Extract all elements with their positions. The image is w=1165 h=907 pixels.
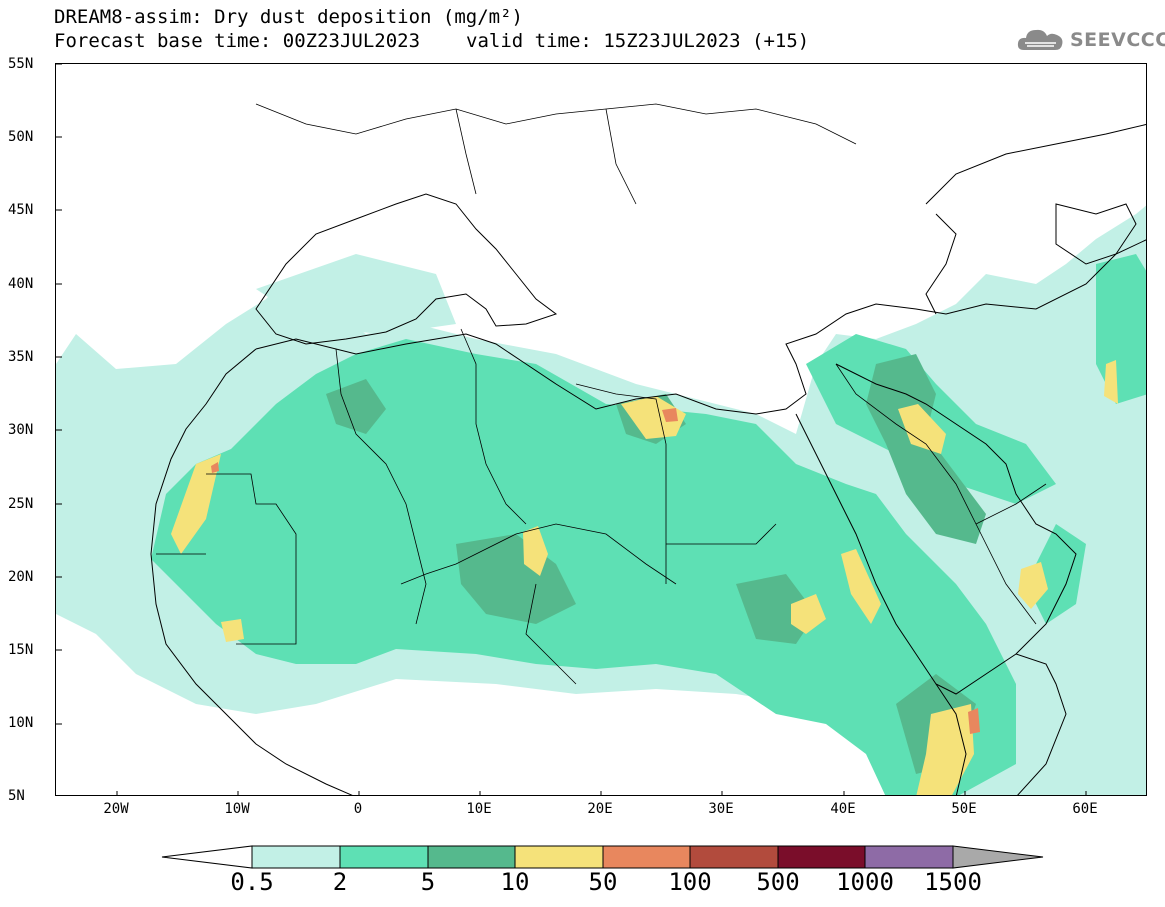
seevccc-logo: SEEVCCC: [1016, 26, 1165, 54]
lon-label-30e: 30E: [708, 801, 734, 817]
lon-label-50e: 50E: [951, 801, 977, 817]
logo-text: SEEVCCC: [1070, 29, 1165, 51]
colorbar-label-5: 100: [668, 868, 712, 896]
colorbar-high-arrow: [952, 845, 1044, 869]
lon-label-10w: 10W: [224, 801, 250, 817]
lat-label-55n: 55N: [8, 56, 34, 72]
colorbar-swatch-6: [689, 845, 779, 869]
colorbar-label-2: 5: [420, 868, 436, 896]
lat-label-40n: 40N: [8, 276, 34, 292]
lat-label-30n: 30N: [8, 422, 34, 438]
lat-label-45n: 45N: [8, 202, 34, 218]
dust-level-50: [211, 408, 980, 734]
lat-label-50n: 50N: [8, 129, 34, 145]
lat-label-20n: 20N: [8, 569, 34, 585]
colorbar-label-7: 1000: [836, 868, 894, 896]
lon-label-20e: 20E: [587, 801, 613, 817]
lat-label-10n: 10N: [8, 715, 34, 731]
tick-marks: [56, 64, 1087, 795]
colorbar-swatch-7: [777, 845, 866, 869]
lon-label-0: 0: [353, 801, 363, 817]
dust-level-10: [171, 360, 1118, 795]
colorbar-low-arrow: [161, 845, 253, 869]
dust-map: [56, 64, 1146, 795]
lat-label-15n: 15N: [8, 642, 34, 658]
lon-label-10e: 10E: [466, 801, 492, 817]
colorbar-label-6: 500: [756, 868, 800, 896]
colorbar: [161, 845, 1044, 869]
colorbar-label-4: 50: [588, 868, 618, 896]
colorbar-label-1: 2: [332, 868, 348, 896]
colorbar-swatch-5: [602, 845, 691, 869]
lat-label-25n: 25N: [8, 496, 34, 512]
colorbar-label-0: 0.5: [230, 868, 274, 896]
country-borders: [156, 103, 1047, 685]
lon-label-20w: 20W: [103, 801, 129, 817]
map-title: DREAM8-assim: Dry dust deposition (mg/m²…: [54, 6, 523, 28]
map-frame: [55, 63, 1147, 796]
colorbar-swatch-4: [514, 845, 604, 869]
valid-time: valid time: 15Z23JUL2023 (+15): [466, 30, 810, 52]
base-time: Forecast base time: 00Z23JUL2023: [54, 30, 421, 52]
lon-label-40e: 40E: [830, 801, 856, 817]
lat-label-5n: 5N: [8, 788, 25, 804]
cloud-icon: [1017, 29, 1063, 50]
lon-label-60e: 60E: [1072, 801, 1098, 817]
coastlines: [150, 123, 1146, 795]
lat-label-35n: 35N: [8, 349, 34, 365]
colorbar-label-8: 1500: [924, 868, 982, 896]
colorbar-swatch-3: [427, 845, 516, 869]
colorbar-swatch-2: [339, 845, 429, 869]
time-info: Forecast base time: 00Z23JUL2023 valid ti…: [54, 32, 809, 51]
colorbar-swatch-1: [251, 845, 341, 869]
colorbar-label-3: 10: [500, 868, 530, 896]
colorbar-swatch-8: [864, 845, 954, 869]
